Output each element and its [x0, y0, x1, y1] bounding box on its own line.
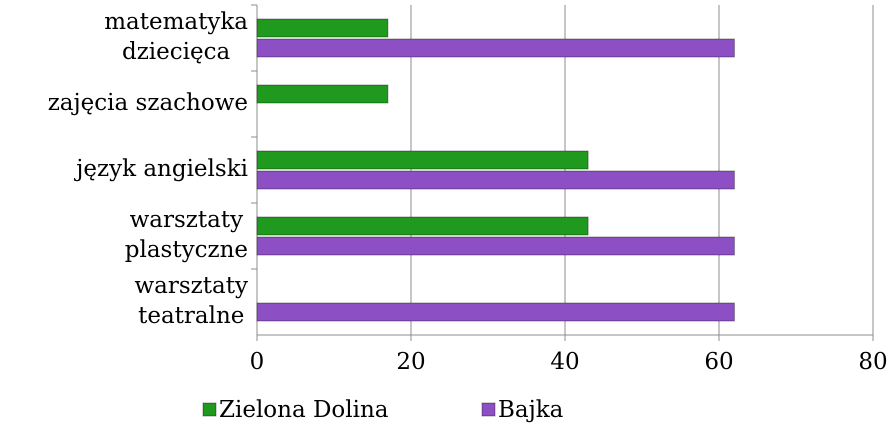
bar [256, 84, 389, 104]
bar [256, 302, 735, 322]
bar [256, 236, 735, 256]
bar [256, 216, 589, 236]
bar [256, 18, 389, 38]
bar [256, 170, 735, 190]
legend-swatch [202, 402, 217, 417]
y-tick-label: język angielski [76, 156, 248, 183]
y-tick-label: warsztaty teatralne [134, 273, 248, 329]
y-tick-label: zajęcia szachowe [47, 90, 248, 117]
x-tick-label: 80 [858, 349, 887, 375]
x-tick-label: 20 [396, 349, 425, 375]
y-tick-label: warsztaty plastyczne [124, 207, 248, 263]
legend-label: Zielona Dolina [219, 397, 389, 423]
x-tick-label: 40 [550, 349, 579, 375]
bar [256, 150, 589, 170]
legend-swatch [481, 402, 496, 417]
x-tick-label: 0 [250, 349, 265, 375]
y-tick-label: matematyka dziecięca [104, 9, 248, 65]
bar [256, 38, 735, 58]
legend-label: Bajka [498, 397, 564, 423]
x-tick-label: 60 [704, 349, 733, 375]
